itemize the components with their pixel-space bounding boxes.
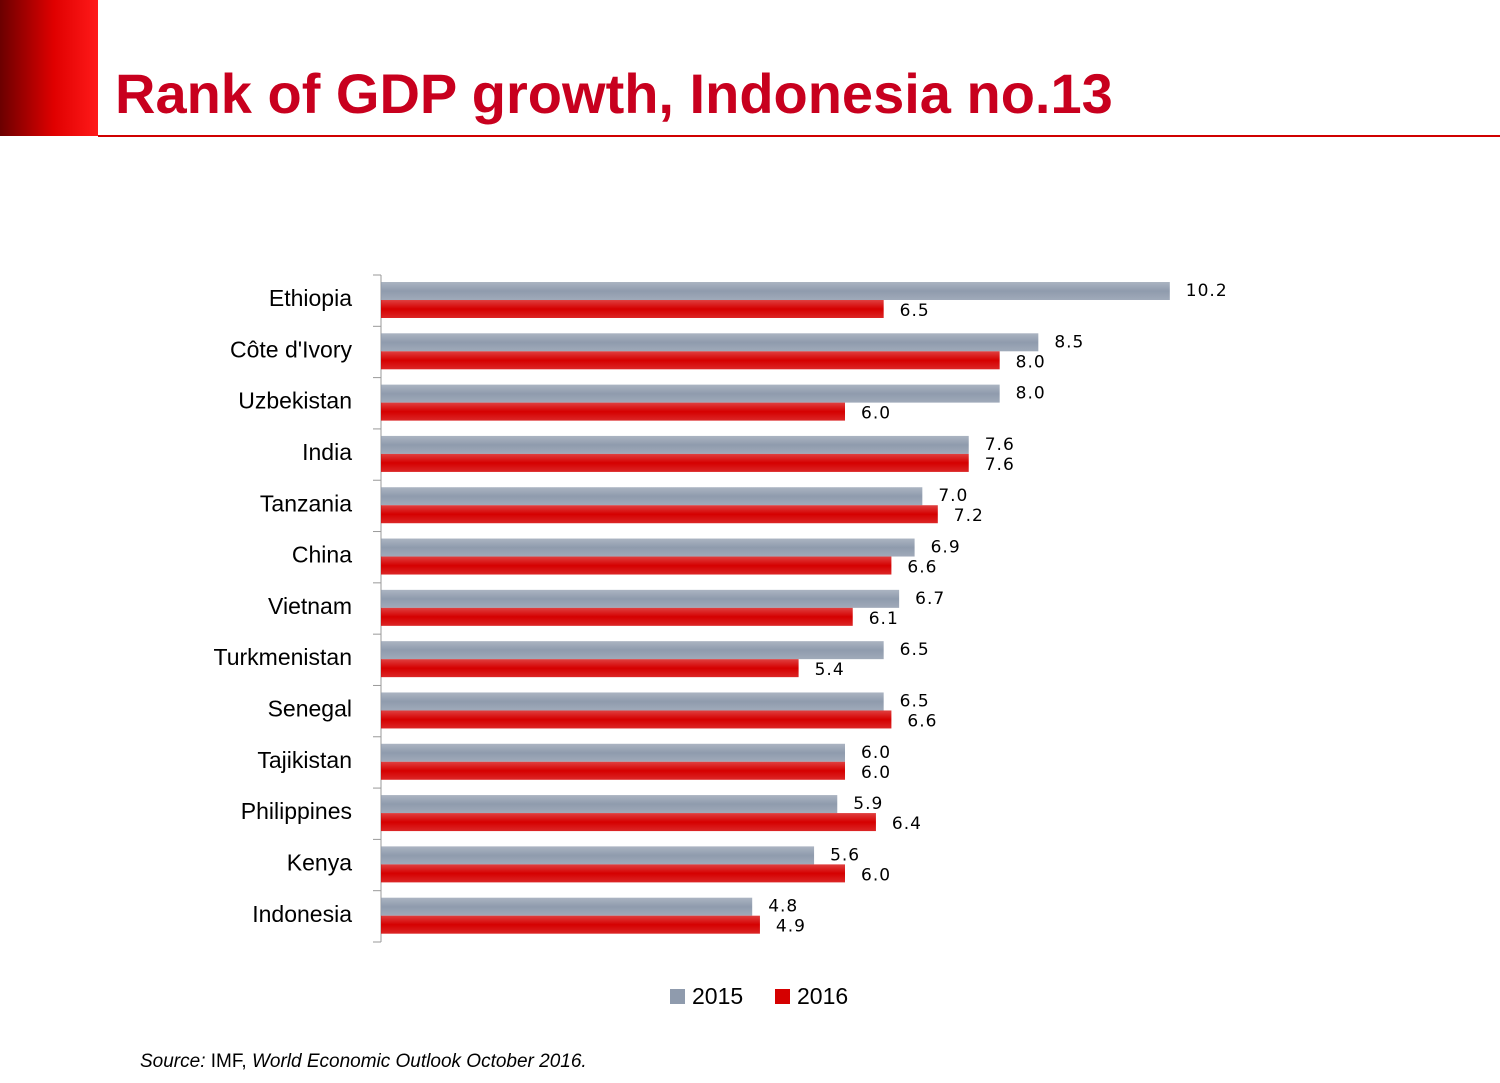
category-label: Philippines [241, 798, 352, 824]
data-label: 6.9 [931, 538, 961, 558]
data-label: 6.0 [861, 743, 891, 763]
category-label: Tanzania [260, 490, 352, 516]
source-title: World Economic Outlook October 2016. [252, 1051, 587, 1072]
legend-label: 2015 [692, 983, 743, 1009]
data-label: 4.9 [776, 917, 806, 937]
bar [381, 435, 969, 454]
data-label: 6.1 [869, 609, 899, 629]
data-label: 5.9 [853, 794, 883, 814]
source-org: IMF, [211, 1051, 247, 1072]
bar [381, 607, 853, 626]
bar [381, 897, 753, 916]
bar [381, 556, 892, 575]
bar [381, 641, 884, 660]
category-label: Turkmenistan [214, 644, 352, 670]
bar [381, 589, 900, 608]
category-label: China [292, 542, 352, 568]
data-label: 8.0 [1016, 352, 1046, 372]
category-label: Indonesia [252, 901, 352, 927]
data-label: 10.2 [1186, 281, 1228, 301]
bar [381, 743, 845, 762]
data-label: 4.8 [768, 897, 798, 917]
bar [381, 538, 915, 557]
data-label: 6.5 [900, 640, 930, 660]
bar [381, 813, 876, 832]
category-label: Kenya [287, 849, 352, 875]
legend-swatch [670, 989, 685, 1004]
data-label: 6.0 [861, 404, 891, 424]
title: Rank of GDP growth, Indonesia no.13 [115, 62, 1113, 125]
data-label: 6.5 [900, 691, 930, 711]
category-label: India [302, 439, 352, 465]
bar [381, 864, 845, 883]
plot: Ethiopia 10.2 6.5 Côte d'Ivory 8.5 8.0 Uzbekis… [214, 274, 1228, 1009]
data-label: 5.4 [815, 660, 845, 680]
decor-block [0, 0, 98, 136]
bar [381, 761, 845, 780]
data-label: 7.0 [938, 486, 968, 506]
category-label: Senegal [268, 696, 352, 722]
data-label: 6.0 [861, 763, 891, 783]
data-label: 7.2 [954, 506, 984, 526]
category-label: Ethiopia [269, 285, 352, 311]
bar [381, 915, 760, 934]
data-label: 6.6 [907, 558, 937, 578]
bar [381, 300, 884, 318]
bar [381, 846, 815, 865]
data-label: 6.4 [892, 814, 922, 834]
source: Source: IMF, World Economic Outlook Octo… [140, 1051, 587, 1072]
data-label: 6.6 [907, 711, 937, 731]
bar [381, 710, 892, 729]
data-label: 8.0 [1016, 384, 1046, 404]
legend-swatch [775, 989, 790, 1004]
data-label: 6.5 [900, 301, 930, 321]
category-label: Côte d'Ivory [230, 336, 352, 362]
data-label: 6.0 [861, 865, 891, 885]
bar [381, 333, 1039, 352]
category-label: Tajikistan [257, 747, 352, 773]
bar [381, 692, 884, 711]
data-label: 5.6 [830, 845, 860, 865]
bar [381, 659, 799, 678]
bar [381, 505, 938, 524]
bar [381, 402, 845, 421]
bar [381, 453, 969, 472]
bar [381, 795, 838, 814]
data-label: 6.7 [915, 589, 945, 609]
category-label: Uzbekistan [238, 388, 352, 414]
data-label: 7.6 [985, 435, 1015, 455]
bar [381, 282, 1170, 300]
bar [381, 351, 1000, 370]
bar [381, 384, 1000, 403]
data-label: 8.5 [1054, 332, 1084, 352]
bar [381, 487, 923, 506]
data-label: 7.6 [985, 455, 1015, 475]
legend-label: 2016 [797, 983, 848, 1009]
category-label: Vietnam [268, 593, 352, 619]
source-label: Source: [140, 1051, 205, 1072]
